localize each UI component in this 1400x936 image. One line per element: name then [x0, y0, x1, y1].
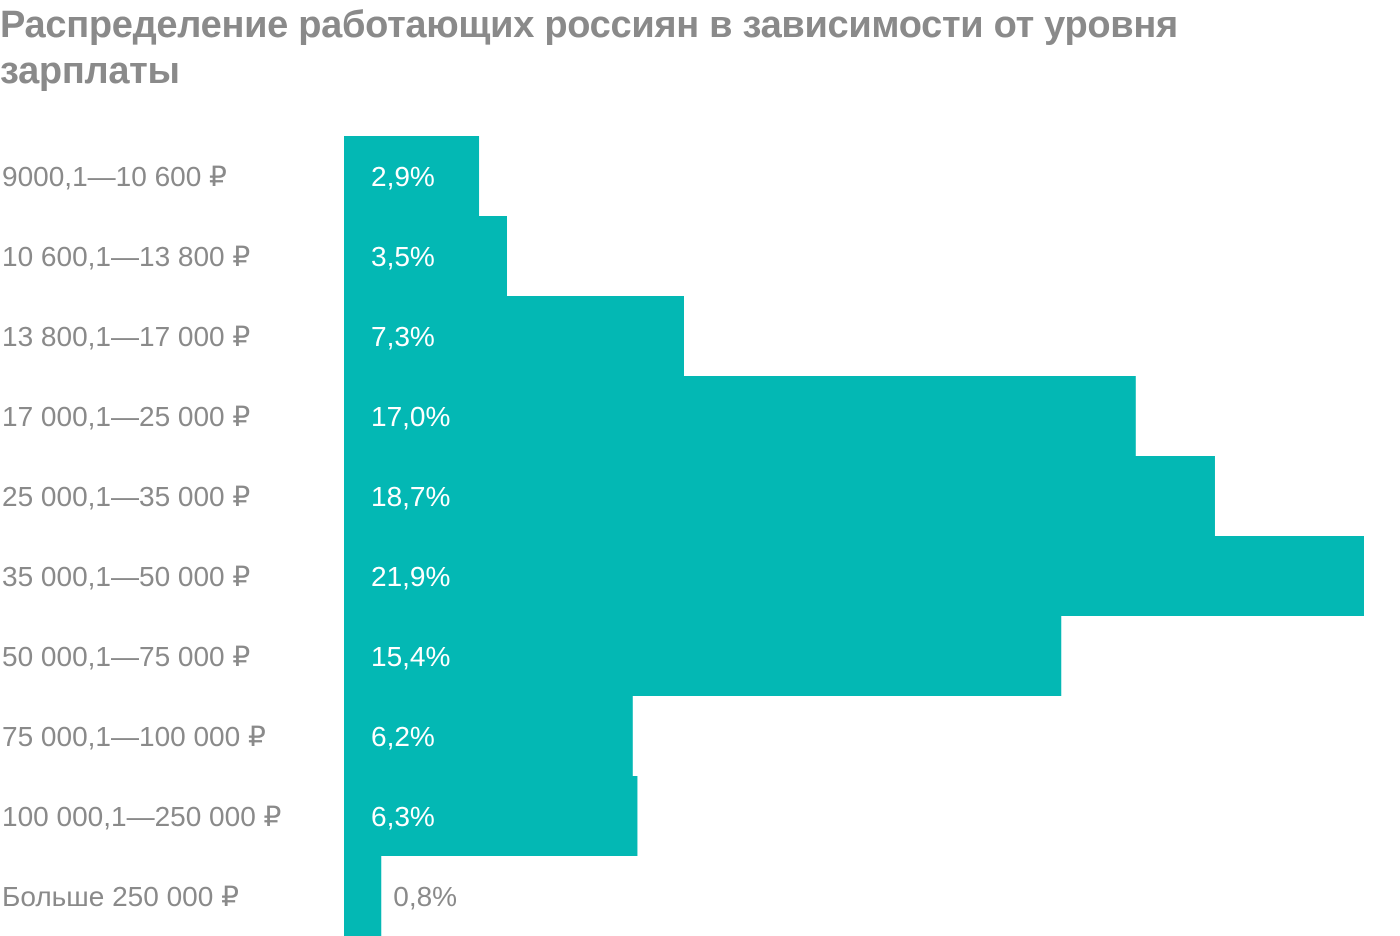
value-label-0: 2,9%: [371, 161, 435, 192]
bar-1: [344, 216, 508, 296]
value-label-3: 17,0%: [371, 401, 450, 432]
category-label-0: 9000,1—10 600 ₽: [2, 161, 227, 192]
value-label-6: 15,4%: [371, 641, 450, 672]
value-label-1: 3,5%: [371, 241, 435, 272]
category-label-6: 50 000,1—75 000 ₽: [2, 641, 250, 672]
category-label-8: 100 000,1—250 000 ₽: [2, 801, 281, 832]
category-label-4: 25 000,1—35 000 ₽: [2, 481, 250, 512]
category-label-3: 17 000,1—25 000 ₽: [2, 401, 250, 432]
bar-7: [344, 696, 633, 776]
value-label-8: 6,3%: [371, 801, 435, 832]
category-label-2: 13 800,1—17 000 ₽: [2, 321, 250, 352]
value-label-5: 21,9%: [371, 561, 450, 592]
category-labels-group: 9000,1—10 600 ₽ 10 600,1—13 800 ₽ 13 800,1…: [2, 161, 281, 912]
value-labels-group: 2,9% 3,5% 7,3% 17,0% 18,7% 21,9% 15,4% 6,2% 6,3%…: [371, 161, 457, 912]
chart-title: Распределение работающих россиян в завис…: [0, 4, 1178, 92]
value-label-2: 7,3%: [371, 321, 435, 352]
bar-6: [344, 616, 1062, 696]
bar-3: [344, 376, 1136, 456]
category-label-1: 10 600,1—13 800 ₽: [2, 241, 250, 272]
value-label-7: 6,2%: [371, 721, 435, 752]
value-label-9: 0,8%: [393, 881, 457, 912]
category-label-9: Больше 250 000 ₽: [2, 881, 239, 912]
bars-group: [344, 136, 1364, 936]
category-label-7: 75 000,1—100 000 ₽: [2, 721, 266, 752]
value-label-4: 18,7%: [371, 481, 450, 512]
bar-8: [344, 776, 638, 856]
bar-5: [344, 536, 1364, 616]
bar-4: [344, 456, 1215, 536]
bar-2: [344, 296, 684, 376]
bar-9: [344, 856, 382, 936]
bar-0: [344, 136, 480, 216]
category-label-5: 35 000,1—50 000 ₽: [2, 561, 250, 592]
